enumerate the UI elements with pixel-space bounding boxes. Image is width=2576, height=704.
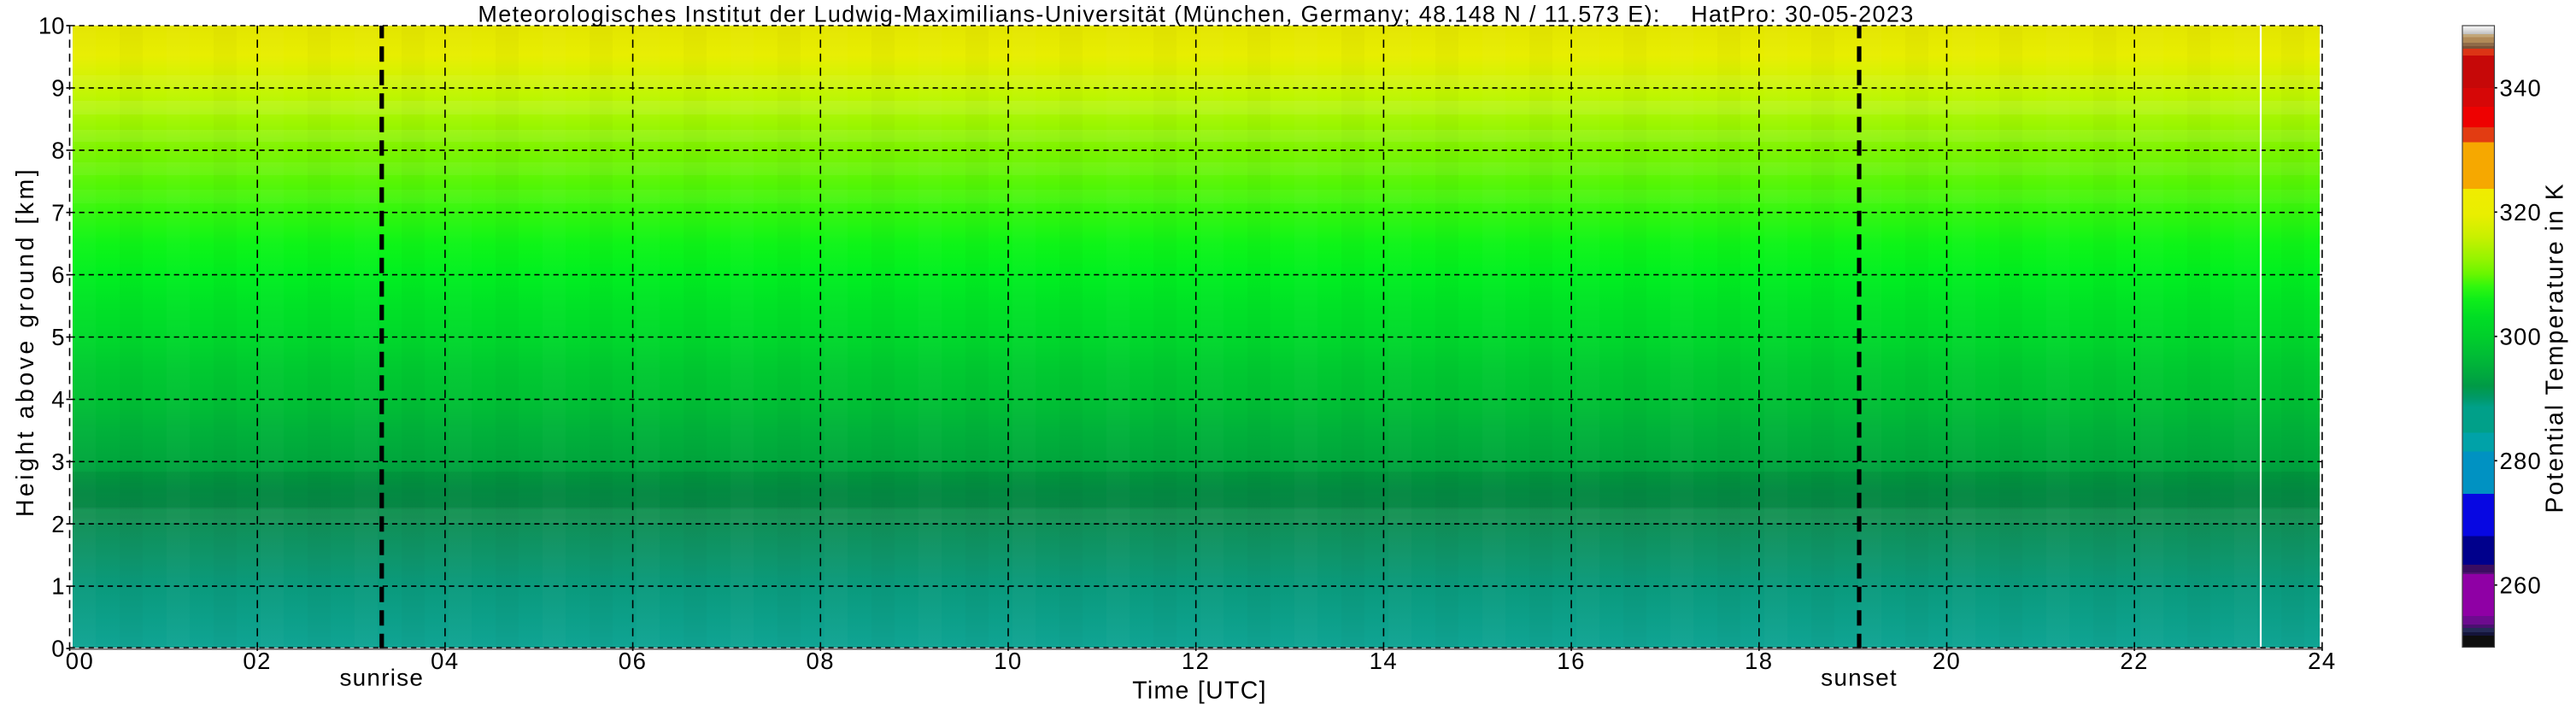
svg-text:4: 4 [51,386,64,413]
svg-text:22: 22 [2120,648,2149,674]
svg-text:14: 14 [1370,648,1399,674]
svg-text:1: 1 [51,573,64,600]
svg-text:02: 02 [243,648,272,674]
svg-text:18: 18 [1745,648,1774,674]
svg-text:20: 20 [1933,648,1962,674]
svg-text:04: 04 [431,648,460,674]
svg-text:280: 280 [2500,448,2542,474]
svg-text:0: 0 [51,636,64,662]
svg-text:Potential Temperature in K: Potential Temperature in K [2542,182,2569,513]
svg-text:2: 2 [51,511,64,537]
svg-text:Height above ground [km]: Height above ground [km] [12,167,39,517]
svg-text:Meteorologisches Institut der: Meteorologisches Institut der Ludwig-Max… [478,2,1914,27]
svg-text:5: 5 [51,324,64,350]
svg-text:260: 260 [2500,572,2542,598]
svg-text:7: 7 [51,199,64,226]
svg-text:08: 08 [807,648,836,674]
svg-text:00: 00 [66,648,95,674]
svg-text:6: 6 [51,261,64,288]
svg-text:10: 10 [38,13,65,39]
svg-text:sunset: sunset [1821,665,1898,691]
svg-text:Time [UTC]: Time [UTC] [1132,678,1267,704]
svg-text:24: 24 [2308,648,2337,674]
svg-text:06: 06 [619,648,648,674]
svg-text:300: 300 [2500,323,2542,349]
svg-text:3: 3 [51,449,64,475]
svg-text:10: 10 [994,648,1023,674]
svg-text:340: 340 [2500,74,2542,101]
svg-text:12: 12 [1182,648,1211,674]
svg-text:9: 9 [51,75,64,102]
svg-text:16: 16 [1557,648,1586,674]
svg-text:320: 320 [2500,199,2542,226]
svg-text:8: 8 [51,137,64,163]
svg-text:sunrise: sunrise [339,665,424,691]
